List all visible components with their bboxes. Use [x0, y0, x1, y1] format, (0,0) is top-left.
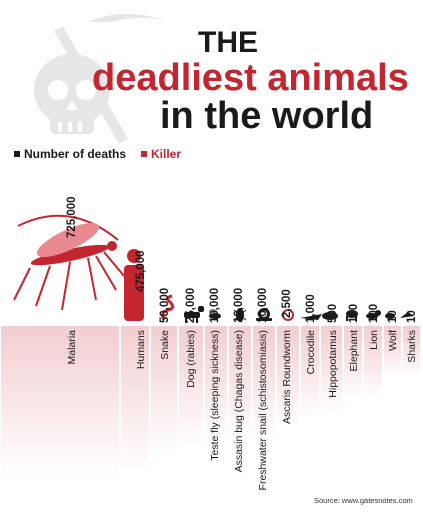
value-label: 50,000 [159, 288, 171, 323]
title-line-1: THE [198, 26, 258, 59]
crocodile-icon [300, 314, 322, 320]
human-icon [124, 249, 144, 321]
title-line-3: in the world [160, 95, 373, 137]
fly-icon [209, 309, 221, 319]
legend: Number of deaths Killer [14, 147, 181, 161]
bar-3 [179, 326, 203, 447]
value-label: 725,000 [66, 196, 78, 238]
category-label: Dog (rabies) [185, 330, 197, 388]
source-note: Source: www.gatesnotes.com [314, 496, 413, 505]
value-label: 100 [368, 304, 380, 323]
bar-10 [344, 326, 362, 399]
dog-icon [184, 306, 204, 323]
category-label: Wolf [387, 330, 399, 351]
skull-scythe-icon [34, 13, 178, 144]
value-label: 10 [387, 310, 399, 323]
category-label: Elephant [348, 330, 360, 372]
mosquito-icon [13, 214, 125, 311]
bar-2 [151, 326, 177, 453]
category-labels-layer: Malaria Humans Snake Dog (rabies) Teste fly … [66, 330, 418, 491]
bug-icon [233, 308, 247, 322]
snail-icon [256, 308, 272, 321]
value-label: 475,000 [135, 250, 147, 292]
worm-icon [282, 309, 294, 321]
value-label: 500 [327, 304, 339, 323]
snake-icon [161, 294, 175, 321]
value-label: 10 [406, 310, 418, 323]
category-label: Ascaris Roundworm [281, 330, 293, 424]
legend-swatch-killer [141, 151, 147, 157]
category-label: Sharks [406, 330, 418, 363]
bar-13 [403, 326, 420, 378]
bar-9 [321, 326, 342, 413]
elephant-icon [346, 310, 358, 321]
category-label: Hippopotamus [327, 330, 339, 398]
legend-swatch-deaths [14, 151, 20, 157]
bar-1 [121, 326, 149, 473]
wolf-icon [385, 313, 395, 319]
value-label: 10,000 [257, 288, 269, 323]
category-label: Assasin bug (Chagas disease) [233, 330, 245, 472]
legend-label-killer: Killer [151, 147, 181, 161]
category-label: Snake [159, 330, 171, 360]
category-label: Humans [135, 330, 147, 369]
value-label: 2,500 [281, 289, 293, 318]
bar-7 [277, 326, 299, 427]
value-labels-layer: 725,000 475,000 50,000 25,000 10,000 10,000 10… [66, 196, 418, 323]
value-label: 10,000 [233, 288, 245, 323]
bar-4 [205, 326, 227, 439]
bar-0 [1, 326, 119, 476]
category-label: Freshwater snail (schistosomiasis) [257, 330, 269, 490]
shark-icon [400, 312, 414, 318]
legend-label-deaths: Number of deaths [24, 147, 126, 161]
category-label: Lion [368, 330, 380, 350]
value-label: 1,000 [305, 294, 317, 323]
title-line-2: deadliest animals [92, 57, 409, 99]
category-label: Crocodile [305, 330, 317, 375]
bar-11 [364, 326, 382, 399]
category-label: Malaria [66, 330, 78, 365]
bar-6 [253, 326, 275, 439]
bars-layer [1, 326, 420, 476]
bar-8 [301, 326, 319, 419]
value-label: 10,000 [209, 288, 221, 323]
value-label: 100 [348, 304, 360, 323]
value-label: 25,000 [185, 288, 197, 323]
bar-12 [384, 326, 401, 378]
bar-5 [229, 326, 251, 439]
category-label: Teste fly (sleeping sickness) [209, 330, 221, 461]
lion-icon [366, 310, 381, 319]
hippo-icon [322, 312, 338, 320]
